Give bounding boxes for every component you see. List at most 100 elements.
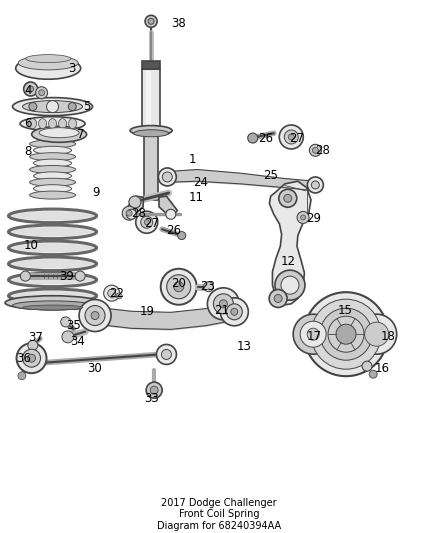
Circle shape <box>126 210 132 216</box>
Circle shape <box>129 196 141 208</box>
Polygon shape <box>269 181 311 305</box>
Circle shape <box>166 209 176 219</box>
Circle shape <box>274 294 282 303</box>
Text: 36: 36 <box>17 352 32 365</box>
Circle shape <box>320 308 372 360</box>
Text: 11: 11 <box>188 191 203 204</box>
Circle shape <box>145 15 157 27</box>
Ellipse shape <box>69 119 77 128</box>
Ellipse shape <box>34 146 71 155</box>
Text: 2017 Dodge Challenger
Front Coil Spring
Diagram for 68240394AA: 2017 Dodge Challenger Front Coil Spring … <box>157 498 281 531</box>
Ellipse shape <box>18 56 78 70</box>
Circle shape <box>300 321 326 347</box>
Text: 26: 26 <box>166 224 181 237</box>
Circle shape <box>307 328 319 340</box>
Circle shape <box>357 314 397 354</box>
Ellipse shape <box>39 128 79 138</box>
Circle shape <box>204 282 213 292</box>
Circle shape <box>146 382 162 398</box>
Circle shape <box>141 216 153 228</box>
Circle shape <box>28 86 34 92</box>
Circle shape <box>362 361 372 371</box>
Circle shape <box>108 289 116 297</box>
Circle shape <box>136 211 158 233</box>
Bar <box>146 71 151 131</box>
Text: 6: 6 <box>24 117 32 130</box>
Ellipse shape <box>11 243 94 253</box>
Bar <box>142 69 160 133</box>
Text: 22: 22 <box>110 287 124 300</box>
Ellipse shape <box>23 101 82 112</box>
Text: 24: 24 <box>193 176 208 189</box>
Text: 12: 12 <box>280 255 295 268</box>
Circle shape <box>311 181 319 189</box>
Circle shape <box>116 293 122 299</box>
Ellipse shape <box>134 130 169 137</box>
Circle shape <box>231 308 238 316</box>
Text: 20: 20 <box>171 277 186 290</box>
Bar <box>142 61 160 69</box>
Circle shape <box>35 87 48 99</box>
Ellipse shape <box>32 126 87 142</box>
Text: 21: 21 <box>215 304 230 317</box>
Circle shape <box>365 322 389 346</box>
Text: 9: 9 <box>92 187 99 199</box>
Ellipse shape <box>34 159 71 167</box>
Circle shape <box>328 316 364 352</box>
Ellipse shape <box>26 54 71 63</box>
Text: 18: 18 <box>381 330 396 343</box>
Text: 28: 28 <box>315 144 330 157</box>
Text: 5: 5 <box>83 100 91 113</box>
Circle shape <box>369 370 377 378</box>
Circle shape <box>162 350 171 359</box>
Circle shape <box>28 341 38 350</box>
Polygon shape <box>159 196 177 217</box>
Circle shape <box>79 300 111 332</box>
Circle shape <box>17 343 46 373</box>
Text: 28: 28 <box>131 207 146 220</box>
Circle shape <box>275 270 305 300</box>
Text: 26: 26 <box>258 132 273 145</box>
Ellipse shape <box>29 178 76 187</box>
Text: 17: 17 <box>307 330 321 343</box>
Ellipse shape <box>13 98 92 116</box>
Text: 34: 34 <box>70 335 85 348</box>
Ellipse shape <box>39 119 46 128</box>
Circle shape <box>122 206 136 220</box>
Circle shape <box>75 271 85 281</box>
Circle shape <box>18 372 26 380</box>
Text: 13: 13 <box>237 340 251 353</box>
Text: 16: 16 <box>374 362 389 375</box>
Text: 29: 29 <box>307 212 321 225</box>
Circle shape <box>28 354 35 362</box>
Circle shape <box>22 349 41 367</box>
Circle shape <box>29 102 37 111</box>
Circle shape <box>21 271 30 281</box>
Circle shape <box>293 314 333 354</box>
Ellipse shape <box>13 301 92 310</box>
Text: 37: 37 <box>28 332 43 344</box>
Ellipse shape <box>11 227 94 237</box>
Circle shape <box>309 144 321 156</box>
Ellipse shape <box>11 211 94 221</box>
Ellipse shape <box>29 140 76 148</box>
Ellipse shape <box>34 172 71 180</box>
Circle shape <box>68 102 76 111</box>
Circle shape <box>279 189 297 207</box>
Circle shape <box>85 305 105 326</box>
Circle shape <box>161 269 197 305</box>
Circle shape <box>248 133 258 143</box>
Text: 3: 3 <box>68 62 75 75</box>
Text: 23: 23 <box>201 280 215 293</box>
Circle shape <box>307 177 323 193</box>
Text: 4: 4 <box>24 84 32 97</box>
Circle shape <box>61 317 71 327</box>
Circle shape <box>39 90 45 96</box>
Circle shape <box>284 194 292 203</box>
Text: 35: 35 <box>66 319 81 332</box>
Circle shape <box>104 285 120 301</box>
Circle shape <box>91 311 99 320</box>
Circle shape <box>46 101 59 112</box>
Circle shape <box>300 215 306 220</box>
Circle shape <box>144 220 149 225</box>
